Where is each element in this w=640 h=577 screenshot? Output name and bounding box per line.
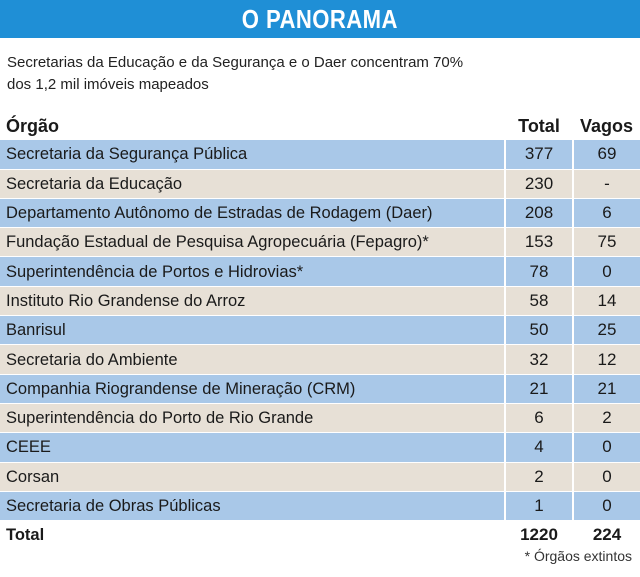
table-body: Secretaria da Segurança Pública 377 69 Secr… <box>0 140 640 551</box>
cell-total: 58 <box>504 286 573 317</box>
table-row: Superintendência de Portos e Hidrovias* 7… <box>0 256 640 287</box>
cell-total: 6 <box>504 403 573 434</box>
column-header-vagos: Vagos <box>579 116 634 137</box>
column-header-total: Total <box>518 116 560 137</box>
cell-orgao: Companhia Riograndense de Mineração (CRM… <box>0 374 505 404</box>
cell-total: 4 <box>504 432 573 463</box>
table-row: Secretaria de Obras Públicas 1 0 <box>0 491 640 522</box>
cell-orgao: Secretaria de Obras Públicas <box>0 491 505 522</box>
cell-vagos: 69 <box>572 140 640 170</box>
total-label: Total <box>0 520 505 551</box>
cell-vagos: 14 <box>572 286 640 317</box>
total-vagos: 224 <box>572 520 640 551</box>
cell-total: 78 <box>504 256 573 287</box>
page-title: O PANORAMA <box>241 3 399 34</box>
cell-total: 50 <box>504 315 573 346</box>
table-row: Superintendência do Porto de Rio Grande 6… <box>0 403 640 434</box>
cell-vagos: 0 <box>572 462 640 492</box>
cell-total: 230 <box>504 169 573 199</box>
table-row: Secretaria da Segurança Pública 377 69 <box>0 140 640 170</box>
cell-total: 377 <box>504 140 573 170</box>
header-banner: O PANORAMA <box>0 0 640 38</box>
table-row: Companhia Riograndense de Mineração (CRM… <box>0 374 640 404</box>
cell-total: 2 <box>504 462 573 492</box>
cell-orgao: Fundação Estadual de Pesquisa Agropecuár… <box>0 227 505 258</box>
cell-total: 32 <box>504 344 573 375</box>
cell-vagos: 12 <box>572 344 640 375</box>
cell-vagos: 75 <box>572 227 640 258</box>
cell-orgao: Departamento Autônomo de Estradas de Rod… <box>0 198 505 229</box>
subtitle: Secretarias da Educação e da Segurança e… <box>7 54 464 93</box>
cell-orgao: Secretaria do Ambiente <box>0 344 505 375</box>
cell-vagos: 0 <box>572 256 640 287</box>
cell-orgao: CEEE <box>0 432 505 463</box>
total-value: 1220 <box>504 520 573 551</box>
cell-vagos: - <box>572 169 640 199</box>
cell-orgao: Secretaria da Educação <box>0 169 505 199</box>
cell-total: 1 <box>504 491 573 522</box>
table-row: Secretaria do Ambiente 32 12 <box>0 344 640 375</box>
table-row: Secretaria da Educação 230- <box>0 169 640 199</box>
column-header-orgao: Órgão <box>6 116 60 137</box>
table-row: Banrisul 50 25 <box>0 315 640 346</box>
cell-orgao: Superintendência do Porto de Rio Grande <box>0 403 505 434</box>
cell-vagos: 0 <box>572 432 640 463</box>
cell-orgao: Banrisul <box>0 315 505 346</box>
table-row: Instituto Rio Grandense do Arroz 58 14 <box>0 286 640 317</box>
data-table: Órgão Total Vagos Secretaria da Seguranç… <box>0 112 640 551</box>
cell-vagos: 2 <box>572 403 640 434</box>
cell-vagos: 21 <box>572 374 640 404</box>
table-header-row: Órgão Total Vagos <box>0 112 640 140</box>
cell-vagos: 0 <box>572 491 640 522</box>
cell-orgao: Instituto Rio Grandense do Arroz <box>0 286 505 317</box>
table-row: Departamento Autônomo de Estradas de Rod… <box>0 198 640 229</box>
table-row: Corsan 2 0 <box>0 462 640 492</box>
cell-total: 153 <box>504 227 573 258</box>
cell-total: 21 <box>504 374 573 404</box>
cell-orgao: Superintendência de Portos e Hidrovias* <box>0 256 505 287</box>
table-row: Fundação Estadual de Pesquisa Agropecuár… <box>0 227 640 258</box>
cell-vagos: 25 <box>572 315 640 346</box>
cell-orgao: Corsan <box>0 462 505 492</box>
cell-orgao: Secretaria da Segurança Pública <box>0 140 505 170</box>
table-total-row: Total 1220 224 <box>0 520 640 551</box>
cell-vagos: 6 <box>572 198 640 229</box>
footnote: * Órgãos extintos <box>524 548 632 564</box>
cell-total: 208 <box>504 198 573 229</box>
table-row: CEEE 4 0 <box>0 432 640 463</box>
